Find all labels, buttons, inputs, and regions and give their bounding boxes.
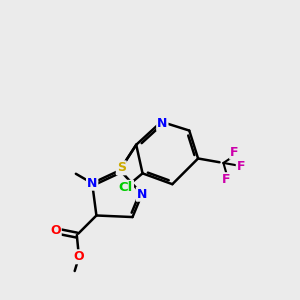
- Text: F: F: [222, 173, 230, 186]
- Text: S: S: [117, 161, 126, 174]
- Text: O: O: [50, 224, 61, 237]
- Text: N: N: [87, 177, 97, 190]
- Text: Cl: Cl: [119, 181, 133, 194]
- Text: N: N: [137, 188, 147, 201]
- Text: O: O: [74, 250, 84, 263]
- Text: N: N: [157, 117, 167, 130]
- Text: F: F: [237, 160, 245, 172]
- Text: F: F: [230, 146, 238, 159]
